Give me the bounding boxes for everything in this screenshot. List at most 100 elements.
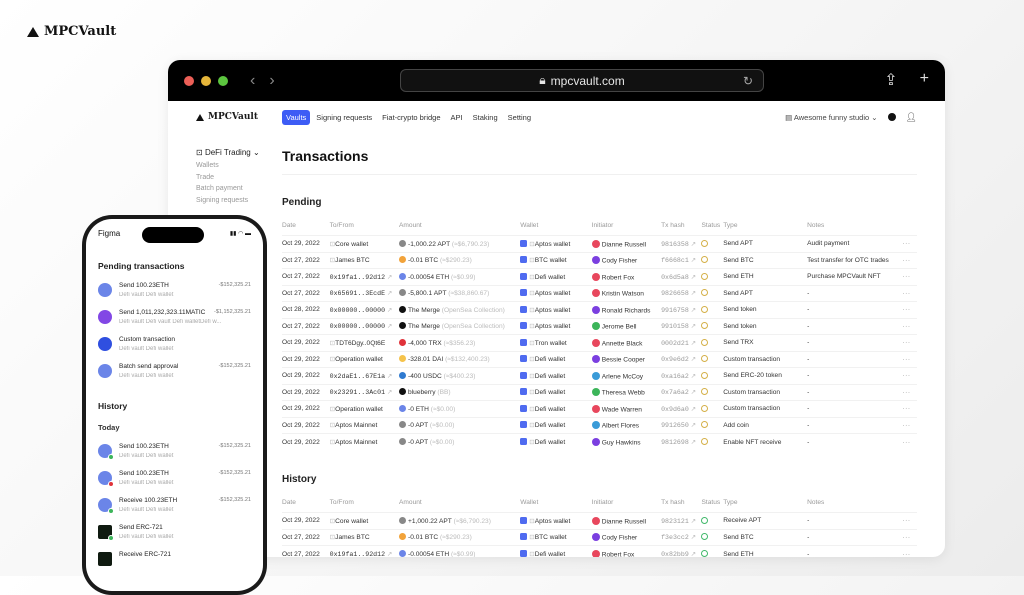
forward-arrow-icon[interactable]: ›: [269, 71, 275, 89]
table-row[interactable]: Oct 28, 2022 0x00000..00000 ↗ The Merge (O…: [282, 301, 917, 318]
more-actions-button[interactable]: ···: [902, 334, 917, 351]
table-row[interactable]: Oct 29, 2022 0x2daE1..67E1a ↗ -400 USDC (≈…: [282, 367, 917, 384]
external-link-icon[interactable]: ↗: [690, 372, 697, 380]
more-actions-button[interactable]: ···: [902, 251, 917, 269]
nav-fiat-crypto-bridge[interactable]: Fiat-crypto bridge: [382, 112, 441, 122]
share-icon[interactable]: ⇪: [884, 72, 898, 89]
transaction-list-item[interactable]: Custom transaction Defi vault Defi wallet: [98, 336, 251, 352]
more-actions-button[interactable]: ···: [902, 301, 917, 318]
tx-hash-cell[interactable]: 0x7a6a2 ↗: [661, 383, 702, 401]
address-bar[interactable]: 🔒︎ mpcvault.com ↻: [400, 69, 764, 92]
tx-hash-cell[interactable]: 9910158 ↗: [661, 317, 702, 335]
sidebar-item-trade[interactable]: Trade: [196, 173, 215, 181]
external-link-icon[interactable]: ↗: [386, 306, 393, 314]
external-link-icon[interactable]: ↗: [690, 517, 697, 525]
more-actions-button[interactable]: ···: [902, 383, 917, 401]
external-link-icon[interactable]: ↗: [690, 356, 697, 364]
sidebar-item-batch-payment[interactable]: Batch payment: [196, 185, 243, 192]
more-actions-button[interactable]: ···: [902, 235, 917, 252]
tx-hash-cell[interactable]: 0x6d5a8 ↗: [661, 268, 702, 285]
table-row[interactable]: Oct 27, 2022 0x19fa1..92d12 ↗ -0.00054 ETH…: [282, 545, 917, 557]
external-link-icon[interactable]: ↗: [690, 290, 697, 298]
table-row[interactable]: Oct 27, 2022 0x65691..3EcdE ↗ -5,800.1 APT…: [282, 284, 917, 302]
sidebar-item-wallets[interactable]: Wallets: [196, 162, 219, 169]
table-row[interactable]: Oct 29, 2022 ⊡Aptos Mainnet -0 APT (≈$0.00…: [282, 433, 917, 450]
transaction-list-item[interactable]: Receive ERC-721: [98, 551, 251, 566]
table-row[interactable]: Oct 29, 2022 0x23291..3Ac01 ↗ blueberry (B…: [282, 383, 917, 401]
table-row[interactable]: Oct 29, 2022 ⊡Operation wallet -328.01 DAI…: [282, 350, 917, 368]
transaction-list-item[interactable]: Send 100.23ETH Defi vault Defi wallet -$15…: [98, 443, 251, 460]
external-link-icon[interactable]: ↗: [690, 551, 697, 557]
maximize-window-button[interactable]: [218, 75, 228, 86]
external-link-icon[interactable]: ↗: [690, 257, 697, 265]
transaction-list-item[interactable]: Send 100.23ETH Defi vault Defi wallet -$15…: [98, 470, 251, 487]
tx-hash-cell[interactable]: 0x82bb9 ↗: [661, 545, 702, 557]
nav-vaults[interactable]: Vaults: [282, 109, 311, 125]
transaction-list-item[interactable]: Send 1,011,232,323.11MATIC Defi vault Def…: [98, 309, 251, 325]
external-link-icon[interactable]: ↗: [690, 306, 697, 314]
minimize-window-button[interactable]: [201, 75, 211, 86]
external-link-icon[interactable]: ↗: [690, 273, 697, 281]
external-link-icon[interactable]: ↗: [386, 273, 393, 281]
external-link-icon[interactable]: ↗: [690, 534, 697, 542]
transaction-list-item[interactable]: Receive 100.23ETH Defi vault Defi wallet -…: [98, 497, 251, 514]
external-link-icon[interactable]: ↗: [690, 339, 697, 347]
org-switcher[interactable]: ▤ Awesome funny studio ⌄: [785, 113, 877, 122]
table-row[interactable]: Oct 29, 2022 ⊡Aptos Mainnet -0 APT (≈$0.00…: [282, 416, 917, 434]
more-actions-button[interactable]: ···: [902, 268, 917, 285]
table-row[interactable]: Oct 27, 2022 0x19fa1..92d12 ↗ -0.00054 ETH…: [282, 268, 917, 285]
more-actions-button[interactable]: ···: [902, 367, 917, 384]
table-row[interactable]: Oct 29, 2022 ⊡Core wallet +1,000.22 APT (≈…: [282, 512, 917, 529]
back-arrow-icon[interactable]: ‹: [250, 71, 256, 89]
tx-hash-cell[interactable]: 9916758 ↗: [661, 301, 702, 318]
more-actions-button[interactable]: ···: [902, 400, 917, 417]
nav-signing-requests[interactable]: Signing requests: [316, 112, 373, 122]
more-actions-button[interactable]: ···: [902, 512, 917, 529]
more-actions-button[interactable]: ···: [902, 528, 917, 546]
tx-hash-cell[interactable]: 9816358 ↗: [661, 235, 702, 252]
transaction-list-item[interactable]: Send ERC-721 Defi vault Defi wallet: [98, 524, 251, 541]
table-row[interactable]: Oct 27, 2022 ⊡James BTC -0.01 BTC (≈$290.2…: [282, 528, 917, 546]
tx-hash-cell[interactable]: 0x9d6a0 ↗: [661, 400, 702, 417]
tx-hash-cell[interactable]: 9912650 ↗: [661, 416, 702, 434]
table-row[interactable]: Oct 27, 2022 ⊡James BTC -0.01 BTC (≈$290.2…: [282, 251, 917, 269]
more-actions-button[interactable]: ···: [902, 284, 917, 302]
new-tab-icon[interactable]: +: [919, 70, 929, 87]
more-actions-button[interactable]: ···: [902, 317, 917, 335]
tx-hash-cell[interactable]: f6668c1 ↗: [661, 251, 702, 269]
nav-staking[interactable]: Staking: [472, 112, 498, 122]
more-actions-button[interactable]: ···: [902, 350, 917, 368]
transaction-list-item[interactable]: Send 100.23ETH Defi vault Defi wallet -$15…: [98, 282, 251, 298]
tx-hash-cell[interactable]: 0x9e6d2 ↗: [661, 350, 702, 368]
tx-hash-cell[interactable]: 9812698 ↗: [661, 433, 702, 450]
external-link-icon[interactable]: ↗: [690, 323, 697, 331]
table-row[interactable]: Oct 29, 2022 ⊡TDT6Dgy..0Qt6E -4,000 TRX (≈…: [282, 334, 917, 351]
user-icon[interactable]: 👤︎: [905, 111, 917, 122]
external-link-icon[interactable]: ↗: [386, 290, 393, 298]
close-window-button[interactable]: [184, 75, 194, 86]
external-link-icon[interactable]: ↗: [386, 323, 393, 331]
nav-setting[interactable]: Setting: [507, 112, 532, 122]
table-row[interactable]: Oct 27, 2022 0x00000..00000 ↗ The Merge (O…: [282, 317, 917, 335]
external-link-icon[interactable]: ↗: [690, 439, 697, 446]
external-link-icon[interactable]: ↗: [386, 389, 393, 397]
more-actions-button[interactable]: ···: [902, 433, 917, 450]
transaction-list-item[interactable]: Batch send approval Defi vault Defi walle…: [98, 363, 251, 379]
tx-hash-cell[interactable]: 0xa16a2 ↗: [661, 367, 702, 384]
more-actions-button[interactable]: ···: [902, 416, 917, 434]
tx-hash-cell[interactable]: 9823121 ↗: [661, 512, 702, 529]
external-link-icon[interactable]: ↗: [386, 372, 393, 380]
external-link-icon[interactable]: ↗: [690, 422, 697, 430]
app-logo[interactable]: MPCVault: [196, 112, 282, 122]
nav-api[interactable]: API: [450, 112, 463, 122]
tx-hash-cell[interactable]: 0002d21 ↗: [661, 334, 702, 351]
external-link-icon[interactable]: ↗: [690, 240, 697, 248]
table-row[interactable]: Oct 29, 2022 ⊡Core wallet -1,000.22 APT (≈…: [282, 235, 917, 252]
help-icon[interactable]: [887, 113, 896, 121]
tx-hash-cell[interactable]: f3e3cc2 ↗: [661, 528, 702, 546]
external-link-icon[interactable]: ↗: [386, 551, 393, 557]
external-link-icon[interactable]: ↗: [690, 389, 697, 397]
external-link-icon[interactable]: ↗: [690, 405, 697, 413]
sidebar-item-signing-requests[interactable]: Signing requests: [196, 196, 249, 204]
table-row[interactable]: Oct 29, 2022 ⊡Operation wallet -0 ETH (≈$0…: [282, 400, 917, 417]
